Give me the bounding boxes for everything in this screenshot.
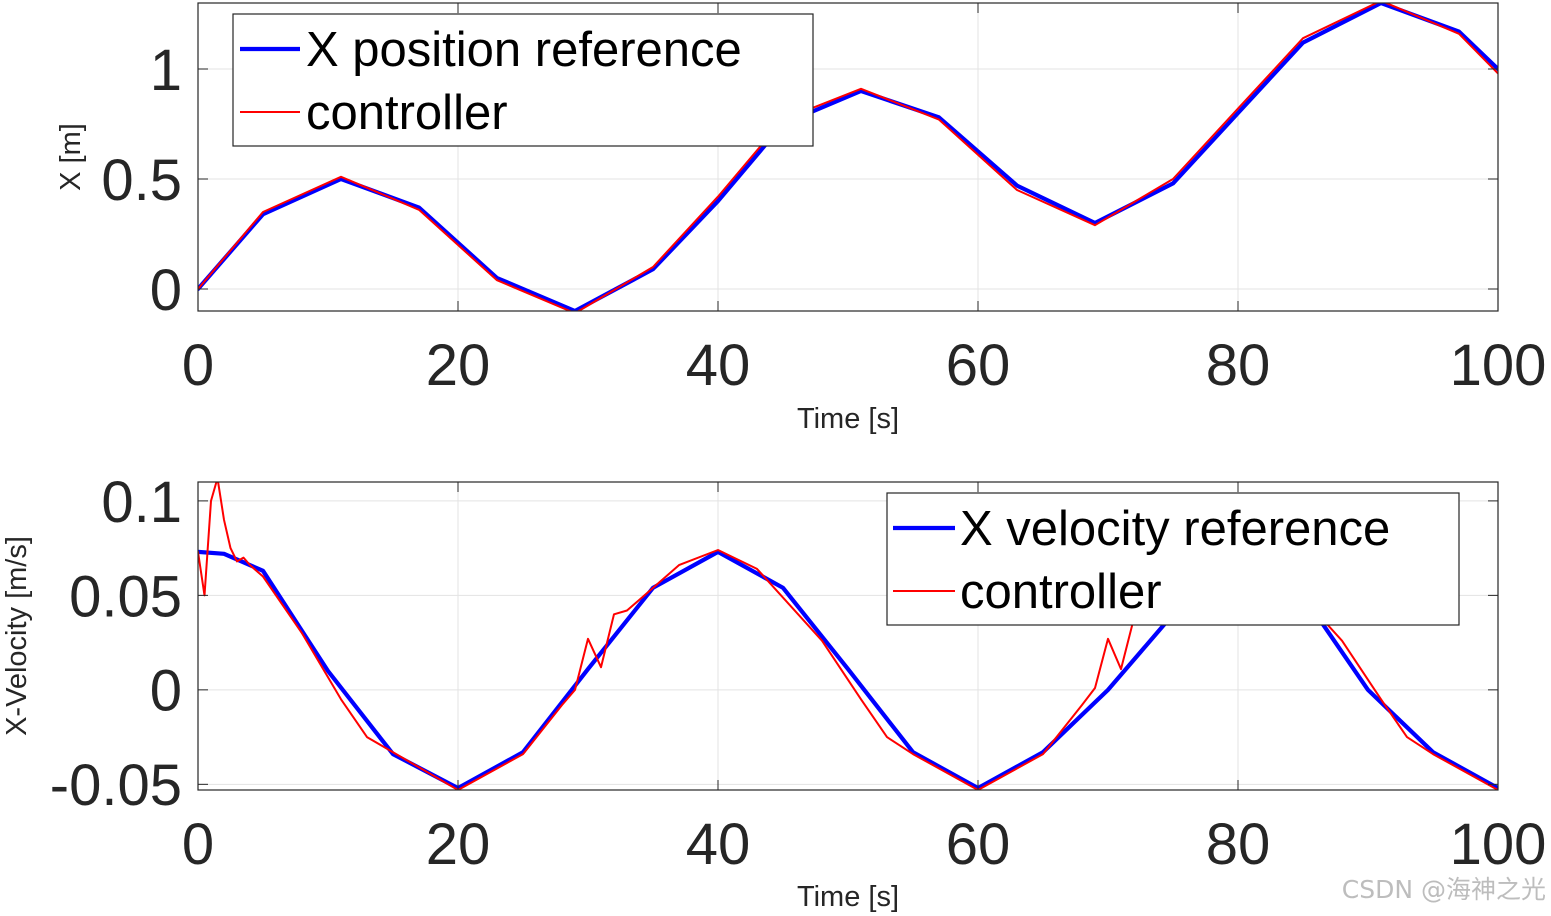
chart0-xtick-label-5: 100 bbox=[1450, 333, 1547, 398]
chart0-legend-label-0: X position reference bbox=[306, 23, 742, 77]
chart1-ytick-label-3: 0.1 bbox=[101, 470, 182, 535]
chart1-axes-box bbox=[197, 481, 1499, 791]
chart0-series-group bbox=[198, 3, 1498, 311]
chart1-xtick-label-0: 0 bbox=[182, 812, 214, 877]
chart0-series-line-0 bbox=[198, 3, 1498, 311]
chart0-ytick-label-0: 0 bbox=[150, 258, 182, 323]
watermark: CSDN @海神之光 bbox=[1342, 875, 1546, 904]
chart1-legend-box bbox=[886, 492, 1460, 626]
position-chart: 0 20 40 60 80 100 0 0.5 1 Time [s] X [m] X position… bbox=[55, 2, 1547, 435]
chart0-xtick-label-1: 20 bbox=[426, 333, 491, 398]
chart0-legend-box bbox=[232, 13, 814, 147]
chart1-ytick-label-0: -0.05 bbox=[50, 753, 182, 818]
chart1-ytick-label-1: 0 bbox=[150, 659, 182, 724]
chart1-xtick-label-2: 40 bbox=[686, 812, 751, 877]
chart1-xtick-label-3: 60 bbox=[946, 812, 1011, 877]
chart0-ytick-label-1: 0.5 bbox=[101, 148, 182, 213]
chart0-x-axis-label: Time [s] bbox=[797, 403, 899, 435]
chart0-xtick-label-4: 80 bbox=[1206, 333, 1271, 398]
chart0-y-axis-label: X [m] bbox=[55, 123, 87, 191]
chart1-xtick-label-1: 20 bbox=[426, 812, 491, 877]
chart1-xtick-label-5: 100 bbox=[1450, 812, 1547, 877]
chart1-ytick-label-2: 0.05 bbox=[69, 564, 182, 629]
chart1-y-axis-label: X-Velocity [m/s] bbox=[1, 536, 33, 736]
chart0-ytick-label-2: 1 bbox=[150, 38, 182, 103]
chart1-xtick-label-4: 80 bbox=[1206, 812, 1271, 877]
chart0-legend-label-1: controller bbox=[306, 86, 508, 140]
chart0-axes-box bbox=[197, 2, 1499, 312]
chart0-xtick-label-3: 60 bbox=[946, 333, 1011, 398]
chart0-xtick-label-0: 0 bbox=[182, 333, 214, 398]
chart0-series-line-1 bbox=[198, 3, 1498, 311]
chart1-legend-label-0: X velocity reference bbox=[960, 502, 1390, 556]
chart1-x-axis-label: Time [s] bbox=[797, 881, 899, 913]
chart1-legend-label-1: controller bbox=[960, 565, 1162, 619]
chart0-xtick-label-2: 40 bbox=[686, 333, 751, 398]
